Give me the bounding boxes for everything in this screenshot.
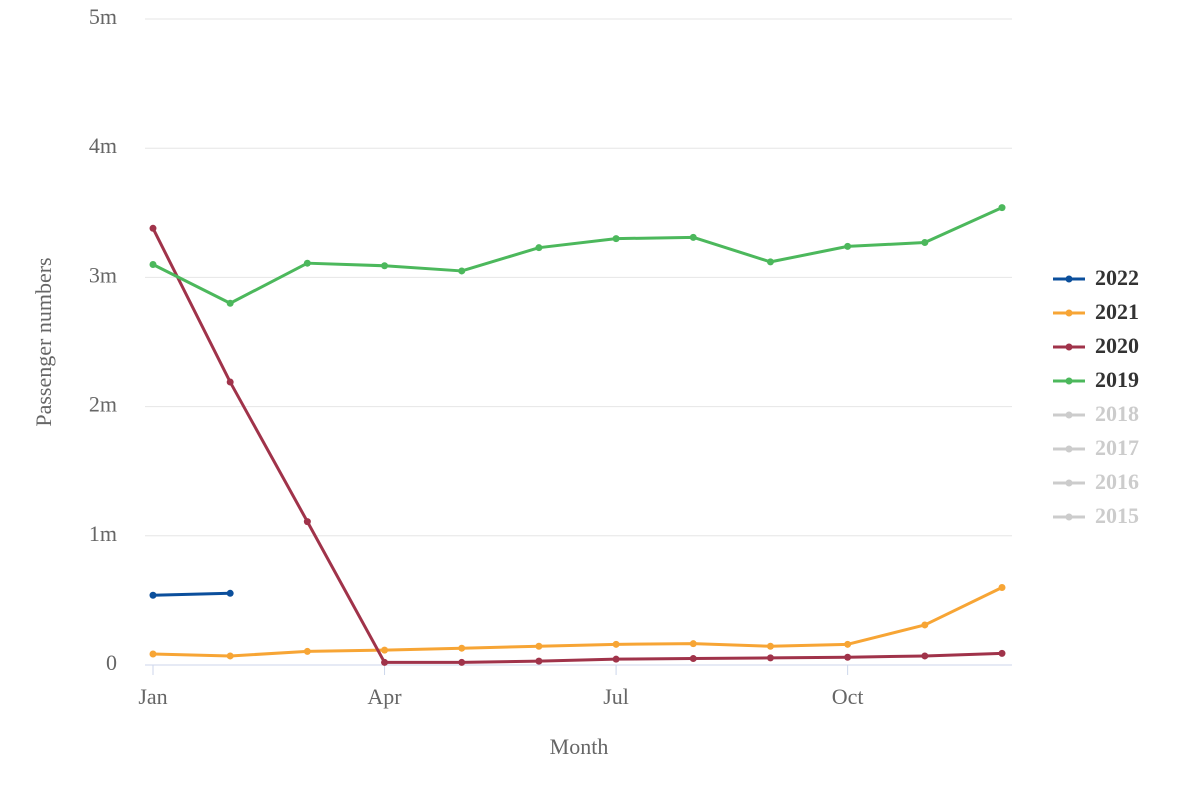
legend-label[interactable]: 2019 <box>1095 367 1139 392</box>
data-point <box>458 658 466 666</box>
data-point <box>921 239 929 247</box>
data-point <box>303 259 311 267</box>
x-tick-label: Apr <box>367 684 402 709</box>
data-point <box>149 260 157 268</box>
legend-marker <box>1065 309 1073 317</box>
data-point <box>226 299 234 307</box>
data-point <box>303 647 311 655</box>
y-tick-label: 5m <box>89 4 117 29</box>
data-point <box>149 591 157 599</box>
legend-marker <box>1065 377 1073 385</box>
data-point <box>381 262 389 270</box>
data-point <box>303 518 311 526</box>
legend-label[interactable]: 2016 <box>1095 469 1139 494</box>
data-point <box>535 244 543 252</box>
y-tick-label: 2m <box>89 392 117 417</box>
data-point <box>458 267 466 275</box>
series-line <box>152 586 1003 658</box>
legend-marker <box>1065 513 1073 521</box>
y-tick-label: 3m <box>89 262 117 287</box>
x-tick-label: Jul <box>603 684 629 709</box>
legend-marker <box>1065 479 1073 487</box>
x-axis-title: Month <box>550 734 609 759</box>
legend-label[interactable]: 2017 <box>1095 435 1139 460</box>
y-tick-label: 1m <box>89 521 117 546</box>
data-point <box>226 378 234 386</box>
x-tick-label: Oct <box>832 684 864 709</box>
data-point <box>689 640 697 648</box>
legend-marker <box>1065 275 1073 283</box>
legend-label[interactable]: 2015 <box>1095 503 1139 528</box>
legend-marker <box>1065 445 1073 453</box>
data-point <box>226 589 234 597</box>
data-point <box>921 652 929 660</box>
data-point <box>149 650 157 658</box>
data-point <box>844 640 852 648</box>
data-point <box>612 235 620 243</box>
data-point <box>689 655 697 663</box>
data-point <box>766 258 774 266</box>
data-point <box>535 642 543 650</box>
data-point <box>766 642 774 650</box>
legend-label[interactable]: 2020 <box>1095 333 1139 358</box>
data-point <box>998 649 1006 657</box>
data-point <box>921 621 929 629</box>
data-point <box>766 654 774 662</box>
legend-label[interactable]: 2022 <box>1095 265 1139 290</box>
series-line <box>152 591 231 597</box>
data-point <box>998 583 1006 591</box>
legend-marker <box>1065 343 1073 351</box>
y-tick-label: 4m <box>89 133 117 158</box>
data-point <box>226 652 234 660</box>
data-point <box>458 644 466 652</box>
data-point <box>844 653 852 661</box>
legend-label[interactable]: 2021 <box>1095 299 1139 324</box>
legend-marker <box>1065 411 1073 419</box>
y-tick-label: 0 <box>106 650 117 675</box>
data-point <box>535 657 543 665</box>
data-point <box>689 233 697 241</box>
y-axis-title: Passenger numbers <box>31 257 56 426</box>
data-point <box>381 646 389 654</box>
series-line <box>151 227 1003 664</box>
data-point <box>612 655 620 663</box>
series-line <box>152 206 1003 305</box>
legend-label[interactable]: 2018 <box>1095 401 1139 426</box>
data-point <box>844 242 852 250</box>
data-point <box>149 224 157 232</box>
x-tick-label: Jan <box>138 684 167 709</box>
data-point <box>998 204 1006 212</box>
data-point <box>381 658 389 666</box>
data-point <box>612 640 620 648</box>
